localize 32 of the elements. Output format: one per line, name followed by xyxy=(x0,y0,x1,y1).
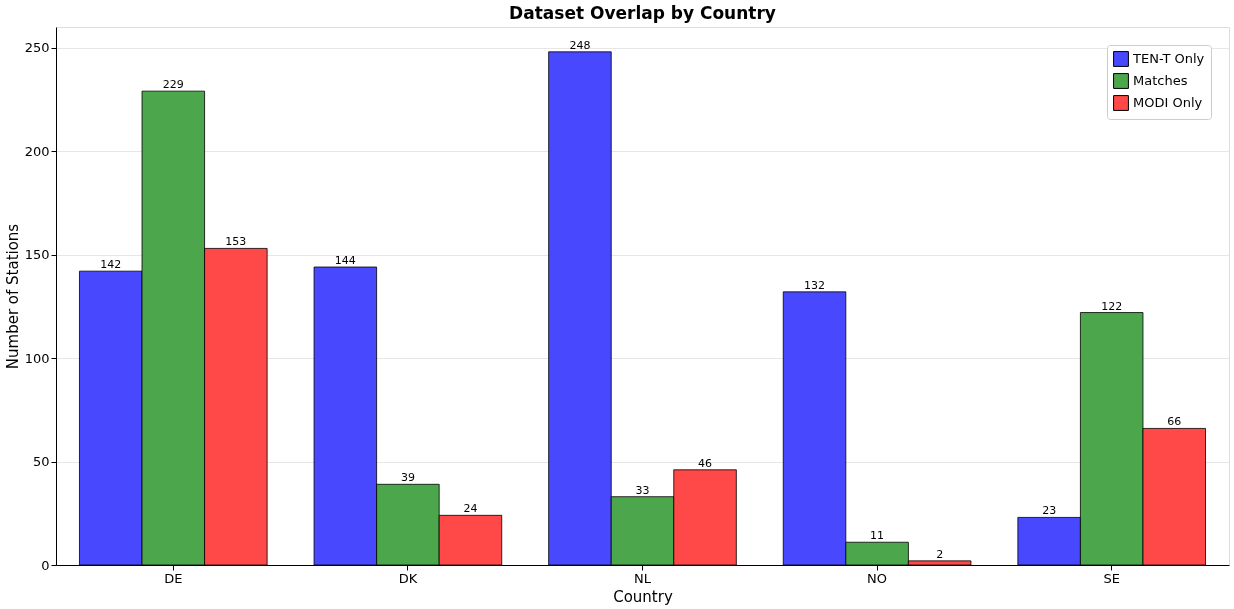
y-tick-label: 50 xyxy=(32,454,50,470)
x-tick-label: DE xyxy=(164,570,183,586)
data-label: 24 xyxy=(463,502,478,516)
x-tick-label: DK xyxy=(398,570,418,586)
data-label: 122 xyxy=(1101,299,1123,313)
legend-label: Matches xyxy=(1133,73,1188,88)
data-label: 248 xyxy=(569,38,591,52)
data-label: 33 xyxy=(635,483,650,497)
data-label: 2 xyxy=(936,547,944,561)
x-tick-label: SE xyxy=(1103,570,1120,586)
x-tick-label: NO xyxy=(867,570,888,586)
x-tick-label: NL xyxy=(634,570,652,586)
y-tick-label: 200 xyxy=(24,143,50,159)
y-tick-label: 250 xyxy=(24,40,50,56)
data-label: 11 xyxy=(870,529,885,543)
chart-title: Dataset Overlap by Country xyxy=(509,3,776,23)
data-label: 39 xyxy=(400,471,415,485)
data-label: 132 xyxy=(804,278,826,292)
data-label: 144 xyxy=(334,254,356,268)
legend-label: TEN-T Only xyxy=(1132,51,1205,66)
legend-label: MODI Only xyxy=(1133,95,1203,110)
data-label: 46 xyxy=(698,456,713,470)
y-tick-label: 100 xyxy=(24,350,50,366)
data-label: 229 xyxy=(162,78,184,92)
data-label: 142 xyxy=(100,258,122,272)
data-label: 23 xyxy=(1042,504,1057,518)
x-axis-title: Country xyxy=(613,587,673,606)
data-label: 153 xyxy=(225,235,247,249)
data-label: 66 xyxy=(1167,415,1182,429)
y-tick-label: 150 xyxy=(24,247,50,263)
y-axis-title: Number of Stations xyxy=(3,223,22,370)
y-tick-label: 0 xyxy=(41,557,50,573)
